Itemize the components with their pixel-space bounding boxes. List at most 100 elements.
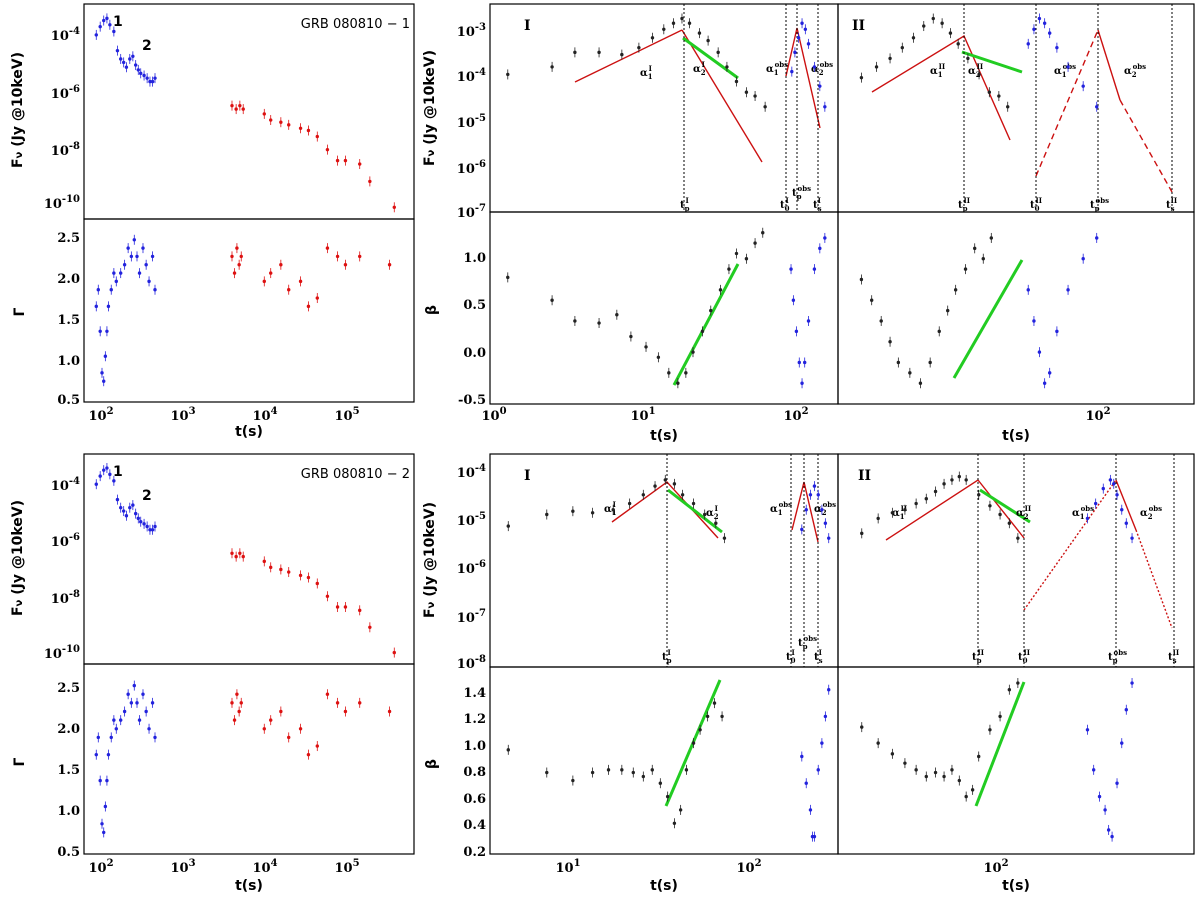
data-point [343, 709, 348, 714]
data-point [973, 246, 977, 251]
t0-I-label: t0I [786, 648, 796, 665]
data-point [148, 79, 152, 84]
data-point [129, 701, 134, 705]
data-point [287, 288, 291, 292]
data-point [998, 714, 1002, 719]
fit-line-obs-extrap [1119, 99, 1173, 193]
data-point [105, 329, 109, 333]
tick-label: 102 [1085, 406, 1110, 424]
data-points [506, 474, 831, 544]
data-point [237, 709, 241, 714]
data-point [931, 16, 935, 21]
tick-label: 2.0 [57, 722, 80, 737]
data-point [315, 744, 319, 748]
data-point [262, 112, 266, 116]
tick-label: 10-8 [51, 141, 80, 159]
data-point [658, 781, 663, 785]
data-point [709, 308, 713, 313]
tick-label: 10-4 [457, 67, 486, 85]
tick-label: 105 [334, 858, 359, 876]
alpha1-obs-label: α1obs [766, 60, 788, 77]
data-point [137, 718, 142, 722]
gamma-ylabel: Γ [12, 757, 28, 766]
data-point [112, 718, 116, 722]
panel-frame [489, 211, 839, 405]
data-point [970, 788, 975, 792]
data-point [937, 329, 941, 334]
panel-frame [83, 453, 415, 665]
tick-label: 103 [170, 858, 195, 876]
data-point [96, 288, 100, 292]
roman-label-I: I [524, 468, 531, 484]
data-point [981, 257, 985, 261]
data-point [725, 65, 729, 69]
data-point [358, 162, 362, 166]
data-point [279, 709, 283, 714]
tp-II-label: tpII [958, 196, 970, 213]
data-point [105, 466, 109, 470]
flux-ylabel: Fν (Jy @10keV) [10, 500, 26, 616]
tick-label: 1.0 [463, 251, 486, 266]
data-point [121, 60, 126, 65]
data-point [105, 778, 109, 783]
data-points [506, 684, 831, 842]
data-point [1093, 501, 1098, 506]
data-point [890, 511, 895, 515]
data-point [803, 27, 808, 31]
data-point [911, 36, 916, 40]
tick-label: 0.5 [463, 298, 486, 313]
data-point [812, 484, 817, 488]
data-point [1016, 536, 1020, 540]
grb-title-1: GRB 080810 − 1 [301, 17, 410, 32]
data-point [946, 308, 950, 313]
tick-label: 10-10 [44, 194, 80, 212]
data-point [343, 263, 348, 267]
alpha1-obs-label: α1obs [770, 500, 792, 517]
data-point [550, 298, 554, 302]
data-point [641, 493, 646, 497]
data-points [94, 680, 392, 838]
data-point [718, 288, 723, 292]
data-point [109, 735, 113, 740]
panel-frame [837, 211, 1195, 405]
data-point [235, 692, 239, 696]
data-point [1055, 45, 1059, 50]
data-point [128, 57, 132, 61]
data-point [108, 472, 112, 477]
alpha2-obs-label: α2obs [814, 500, 836, 517]
data-point [1066, 65, 1070, 69]
fit-line-obs [785, 27, 821, 129]
data-point [298, 573, 303, 578]
data-point [234, 107, 238, 111]
data-point [139, 71, 143, 76]
data-point [114, 279, 118, 284]
flux-tick-labels: 10-4 10-5 10-6 10-7 10-8 [457, 463, 486, 672]
tick-label: 10-5 [457, 511, 486, 529]
beta-tick-labels: 1.0 0.5 0.0 -0.5 [458, 251, 486, 408]
data-point [1103, 808, 1107, 812]
data-point [387, 263, 392, 267]
data-point [153, 735, 157, 740]
tick-label: 10-5 [457, 113, 486, 131]
data-point [803, 360, 807, 365]
alpha1-I-label: α1I [604, 500, 617, 517]
tick-label: 2.0 [57, 272, 80, 287]
ts-II-label: tsII [1168, 648, 1179, 665]
fit-line-rise-decay [611, 481, 719, 539]
data-point [368, 625, 372, 629]
data-point [734, 251, 739, 256]
data-point [714, 521, 718, 525]
data-point [700, 329, 705, 334]
data-point [808, 808, 813, 812]
data-point [789, 267, 793, 271]
data-point [103, 804, 108, 809]
data-point [124, 65, 129, 69]
data-point [153, 76, 157, 80]
data-points [860, 471, 1134, 544]
data-point [358, 701, 362, 705]
panel-frame [83, 218, 415, 403]
ts-II-label: tsII [1166, 196, 1177, 213]
data-point [1110, 834, 1114, 839]
data-point [298, 727, 303, 731]
alpha2-II-label: α2II [1016, 504, 1031, 521]
